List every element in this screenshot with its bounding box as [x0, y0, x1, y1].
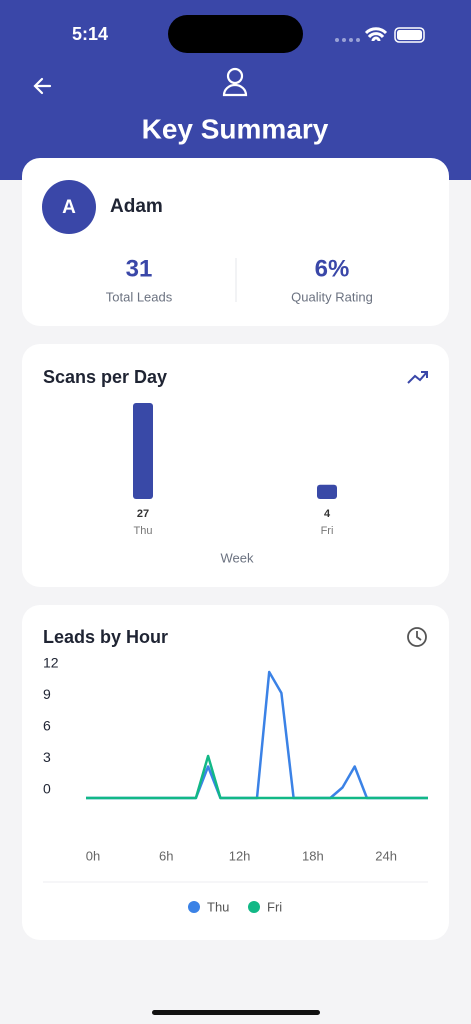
signal [335, 38, 360, 42]
bar [133, 403, 153, 499]
y-tick-label: 9 [43, 686, 51, 702]
category-label: Fri [321, 525, 334, 537]
x-axis-label: Week [221, 550, 254, 565]
stat-value: 6% [315, 255, 350, 282]
legend-swatch [248, 901, 260, 913]
user-name: Adam [110, 196, 163, 217]
profile-icon [222, 67, 248, 97]
page-title: Key Summary [142, 113, 329, 144]
y-tick-label: 12 [43, 655, 59, 671]
series-line [86, 754, 428, 800]
back-button[interactable] [33, 77, 52, 95]
chart-title: Scans per Day [43, 367, 167, 387]
legend-label: Thu [207, 899, 229, 914]
stat-label: Quality Rating [291, 289, 373, 304]
y-tick-label: 3 [43, 749, 51, 765]
x-tick-label: 12h [229, 848, 251, 863]
clock-icon [407, 627, 427, 647]
home-indicator [152, 1010, 320, 1015]
stat-value: 31 [126, 255, 153, 282]
y-tick-label: 6 [43, 718, 51, 734]
chart-title: Leads by Hour [43, 627, 168, 647]
battery-level [397, 30, 422, 40]
profile-card [22, 158, 449, 326]
x-tick-label: 0h [86, 848, 100, 863]
y-tick-label: 0 [43, 781, 51, 797]
avatar [42, 180, 96, 234]
trend-icon [407, 371, 428, 384]
clock: 5:14 [72, 24, 108, 44]
value-label: 27 [137, 508, 149, 520]
stat-label: Total Leads [106, 289, 173, 304]
x-tick-label: 6h [159, 848, 173, 863]
legend-swatch [188, 901, 200, 913]
dynamic-island [168, 15, 303, 53]
battery-icon [394, 27, 425, 43]
scans-card [22, 344, 449, 587]
value-label: 4 [324, 508, 331, 520]
x-tick-label: 24h [375, 848, 397, 863]
bar [317, 484, 337, 499]
legend-label: Fri [267, 899, 282, 914]
avatar-initial: A [62, 197, 76, 218]
wifi-icon [364, 27, 388, 42]
x-tick-label: 18h [302, 848, 324, 863]
hours-card [22, 605, 449, 940]
category-label: Thu [134, 525, 153, 537]
